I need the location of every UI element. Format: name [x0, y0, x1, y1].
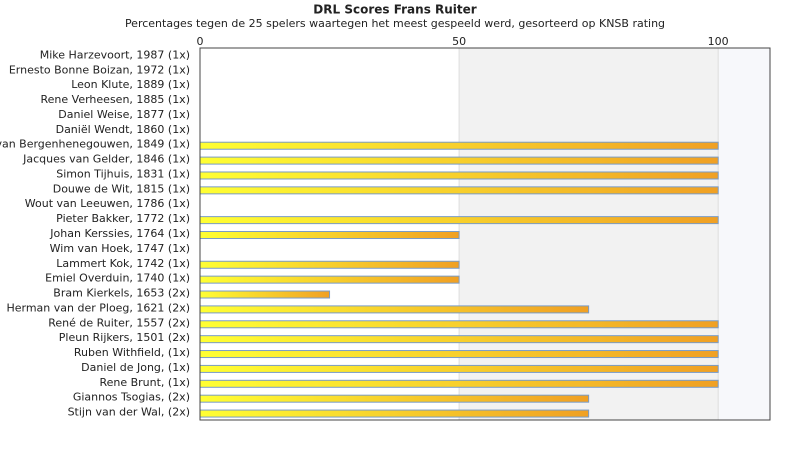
bar	[199, 156, 719, 165]
bar	[199, 335, 719, 344]
bar	[199, 171, 719, 180]
bar	[199, 394, 590, 403]
plot-border	[199, 47, 771, 421]
y-tick-label: Lammert Kok, 1742 (1x)	[56, 257, 190, 270]
x-tick-label: 100	[708, 35, 729, 48]
bar	[199, 141, 719, 150]
y-tick-label: Rene Verheesen, 1885 (1x)	[41, 93, 190, 106]
y-tick-label: Stijn van der Wal, (2x)	[68, 406, 190, 419]
bar	[199, 409, 590, 418]
bar	[199, 186, 719, 195]
y-tick-label: Ruben Withfield, (1x)	[74, 346, 190, 359]
y-tick-label: René de Ruiter, 1557 (2x)	[48, 316, 190, 329]
bar	[199, 260, 460, 269]
y-tick-label: Rene Brunt, (1x)	[99, 376, 190, 389]
y-tick-label: Wout van Leeuwen, 1786 (1x)	[25, 197, 190, 210]
y-tick-label: Simon Tijhuis, 1831 (1x)	[56, 167, 190, 180]
bar	[199, 364, 719, 373]
bar	[199, 231, 460, 239]
plot-band	[718, 48, 770, 420]
bar	[199, 320, 719, 329]
bar	[199, 275, 460, 284]
y-tick-label: Leon Klute, 1889 (1x)	[71, 78, 190, 91]
y-tick-label: Ernesto Bonne Boizan, 1972 (1x)	[9, 63, 190, 76]
chart-title: DRL Scores Frans Ruiter	[313, 3, 476, 17]
y-tick-label: Giannos Tsogias, (2x)	[73, 391, 190, 404]
y-tick-label: Herman van der Ploeg, 1621 (2x)	[6, 301, 190, 314]
plot-band	[459, 48, 719, 420]
bar	[199, 379, 719, 388]
y-tick-label: Mike Harzevoort, 1987 (1x)	[40, 48, 190, 61]
y-tick-label: Bram Kierkels, 1653 (2x)	[53, 287, 190, 300]
y-tick-label: Douwe de Wit, 1815 (1x)	[53, 182, 190, 195]
y-tick-label: van Bergenhenegouwen, 1849 (1x)	[0, 138, 190, 151]
y-tick-label: Johan Kerssies, 1764 (1x)	[49, 227, 190, 240]
y-tick-label: Wim van Hoek, 1747 (1x)	[50, 242, 190, 255]
x-tick-label: 0	[197, 35, 204, 48]
y-tick-label: Jacques van Gelder, 1846 (1x)	[22, 153, 190, 166]
y-tick-label: Pleun Rijkers, 1501 (2x)	[59, 331, 190, 344]
y-tick-label: Emiel Overduin, 1740 (1x)	[45, 272, 190, 285]
bar	[199, 350, 719, 359]
bar	[199, 216, 719, 225]
x-tick-label: 50	[452, 35, 466, 48]
y-tick-label: Daniel Weise, 1877 (1x)	[58, 108, 190, 121]
y-tick-label: Daniel de Jong, (1x)	[81, 361, 190, 374]
bar	[199, 290, 331, 299]
bar	[199, 305, 590, 314]
y-tick-label: Pieter Bakker, 1772 (1x)	[56, 212, 190, 225]
chart-subtitle: Percentages tegen de 25 spelers waartege…	[125, 17, 665, 30]
y-tick-label: Daniël Wendt, 1860 (1x)	[56, 123, 190, 136]
